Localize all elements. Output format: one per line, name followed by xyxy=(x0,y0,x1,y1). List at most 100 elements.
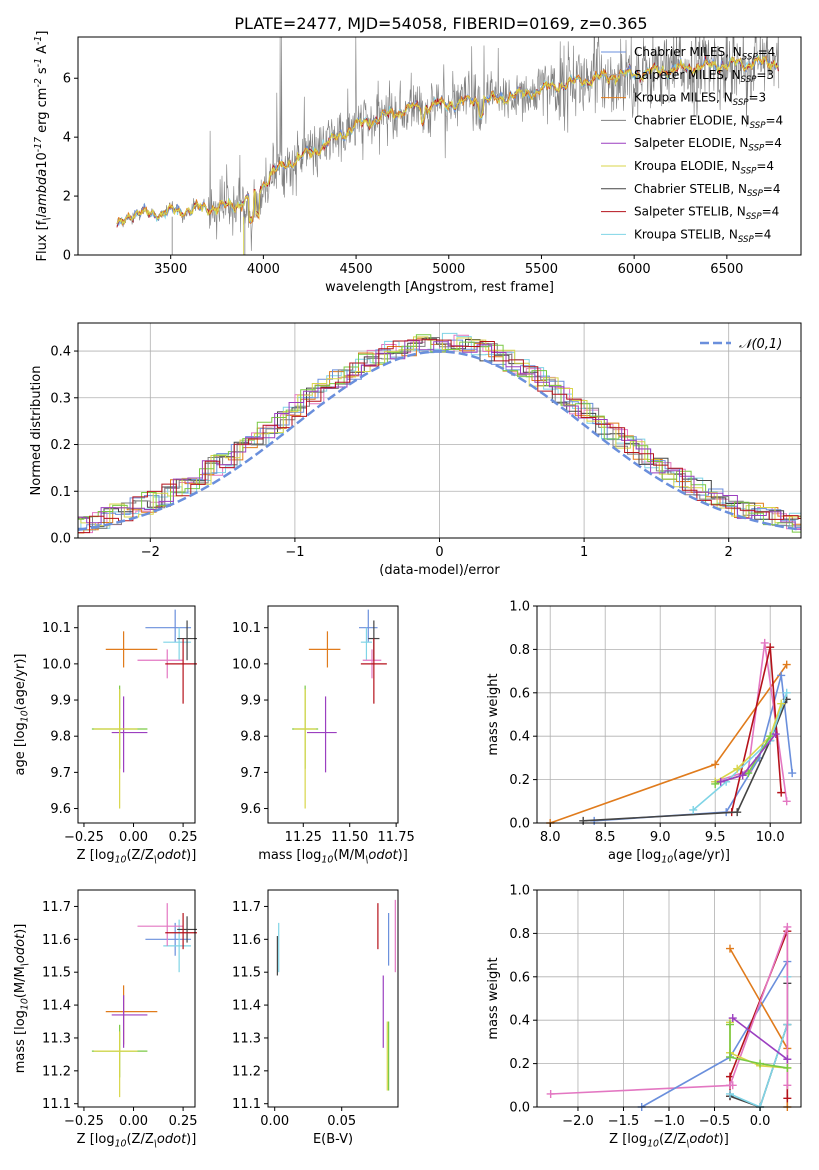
error-bar-point xyxy=(308,631,341,668)
x-tick-label: 11.75 xyxy=(378,830,415,845)
x-tick-label: 11.50 xyxy=(331,830,368,845)
mass-weight-marker xyxy=(711,779,720,788)
mass-weight-marker xyxy=(579,816,588,825)
mass-weight-line xyxy=(729,1024,788,1069)
y-tick-label: 0.6 xyxy=(509,970,530,985)
y-tick-label: 9.8 xyxy=(50,730,71,745)
y-tick-label: 11.3 xyxy=(232,1031,261,1046)
mass-weight-marker xyxy=(771,730,780,739)
mass-weight-marker xyxy=(782,688,791,697)
y-tick-label: 2 xyxy=(63,190,71,205)
y-tick-label: 10.1 xyxy=(232,621,261,636)
plot-area xyxy=(546,638,797,827)
mass-weight-series xyxy=(546,660,791,827)
mass-weight-marker xyxy=(777,671,786,680)
x-tick-label: 0.05 xyxy=(327,1114,356,1129)
legend-label: Kroupa MILES, NSSP​=3 xyxy=(634,91,766,108)
x-axis-label: E(B-V) xyxy=(313,1132,353,1147)
error-bar-point xyxy=(177,620,197,661)
y-tick-label: 0.1 xyxy=(50,485,71,500)
y-tick-label: 9.7 xyxy=(50,766,71,781)
error-bar-point xyxy=(145,922,192,956)
x-tick-label: 0.00 xyxy=(119,830,148,845)
errorbar-panel-2: −0.25 0.00 0.25 9.6 9.7 9.8 9.9 10.0 10.1 Z [log1… xyxy=(13,605,198,866)
x-tick-label: 3500 xyxy=(154,262,187,277)
y-tick-label: 0.2 xyxy=(509,773,530,788)
x-tick-label: 10.0 xyxy=(756,830,785,845)
error-bar-point xyxy=(177,916,197,943)
mass-weight-series xyxy=(727,643,786,817)
mass-weight-line xyxy=(714,703,782,783)
x-tick-label: −2.0 xyxy=(562,1114,594,1129)
mass-weight-line xyxy=(550,1084,733,1095)
mass-weight-series xyxy=(725,1020,792,1072)
x-axis-label: Z [log10​(Z/Z\​odot)] xyxy=(77,1132,197,1150)
mass-weight-marker xyxy=(777,788,786,797)
y-tick-label: 4 xyxy=(63,131,71,146)
histogram-legend: 𝒩(0,1) xyxy=(700,337,782,352)
y-axis-label: Flux [f\​lambda10-17​ erg cm-2​ s-1​ A-1… xyxy=(33,31,53,262)
x-tick-label: 8.0 xyxy=(540,830,561,845)
figure-title: PLATE=2477, MJD=54058, FIBERID=0169, z=0… xyxy=(234,14,647,33)
y-tick-label: 11.4 xyxy=(42,999,71,1014)
x-tick-label: 0 xyxy=(435,545,443,560)
axes-frame xyxy=(536,605,802,824)
mass-weight-line xyxy=(732,1017,788,1060)
y-tick-label: 0.3 xyxy=(50,391,71,406)
mass-weight-marker xyxy=(760,638,769,647)
x-tick-label: 6000 xyxy=(618,262,651,277)
mass-weight-marker xyxy=(777,699,786,708)
mass-weight-marker xyxy=(725,944,734,953)
y-tick-label: 0.2 xyxy=(50,438,71,453)
y-tick-label: 0.6 xyxy=(509,686,530,701)
error-bar-point xyxy=(93,1031,138,1098)
y-tick-label: 9.6 xyxy=(50,802,71,817)
mass-weight-line xyxy=(729,930,789,1099)
legend-label: Chabrier MILES, NSSP​=4 xyxy=(634,45,775,62)
error-bar-point xyxy=(165,913,197,950)
x-axis-label: wavelength [Angstrom, rest frame] xyxy=(325,280,554,295)
y-tick-label: 1.0 xyxy=(509,600,530,615)
x-tick-label: −2 xyxy=(141,545,160,560)
axes-frame xyxy=(77,36,802,256)
mass-weight-panel-4: 8.0 8.5 9.0 9.5 10.0 0.0 0.2 0.4 0.6 0.8 1.0 age [l… xyxy=(486,600,802,866)
mass-weight-marker xyxy=(744,769,753,778)
spectrum-panel: 3500 4000 4500 5000 5500 6000 6500 0 2 4 6 waveleng… xyxy=(33,31,802,295)
y-tick-label: 11.5 xyxy=(42,966,71,981)
mass-weight-marker xyxy=(725,1089,734,1098)
spectrum-model-line xyxy=(116,54,779,225)
mass-weight-panel-7: −2.0 −1.5 −1.0 −0.5 0.0 0.0 0.2 0.4 0.6 0.8 1.0 Z [… xyxy=(486,884,802,1150)
plot-area xyxy=(276,899,396,1091)
mass-weight-series xyxy=(716,730,780,786)
x-tick-label: −1.0 xyxy=(653,1114,685,1129)
x-tick-label: −0.25 xyxy=(64,1114,104,1129)
normal-reference-curve xyxy=(78,350,801,532)
residual-histogram-panel: −2 −1 0 1 2 0.0 0.1 0.2 0.3 0.4 (data-model)/error… xyxy=(29,322,802,578)
mass-weight-marker xyxy=(788,769,797,778)
x-tick-label: 9.0 xyxy=(650,830,671,845)
y-tick-label: 0 xyxy=(63,249,71,264)
y-tick-label: 0.8 xyxy=(509,643,530,658)
mass-weight-marker xyxy=(783,1055,792,1064)
histogram-step-line xyxy=(78,334,801,533)
mass-weight-series xyxy=(725,972,792,1111)
x-tick-label: 6500 xyxy=(710,262,743,277)
y-tick-label: 11.6 xyxy=(42,933,71,948)
x-tick-label: 0.00 xyxy=(119,1114,148,1129)
x-tick-label: 2 xyxy=(725,545,733,560)
mass-weight-marker xyxy=(725,1081,734,1090)
x-tick-label: −0.25 xyxy=(64,830,104,845)
histogram-step-line xyxy=(78,338,801,528)
x-tick-label: 8.5 xyxy=(595,830,616,845)
mass-weight-line xyxy=(583,699,788,822)
x-axis-label: (data-model)/error xyxy=(379,563,500,578)
x-tick-label: 1 xyxy=(580,545,588,560)
mass-weight-marker xyxy=(756,1059,765,1068)
legend-label: 𝒩(0,1) xyxy=(739,337,782,352)
mass-weight-marker xyxy=(733,764,742,773)
plot-area xyxy=(91,609,197,809)
x-axis-label: age [log10​(age/yr)] xyxy=(608,848,730,866)
legend-label: Kroupa STELIB, NSSP​=4 xyxy=(634,227,771,244)
mass-weight-series xyxy=(725,944,792,1111)
